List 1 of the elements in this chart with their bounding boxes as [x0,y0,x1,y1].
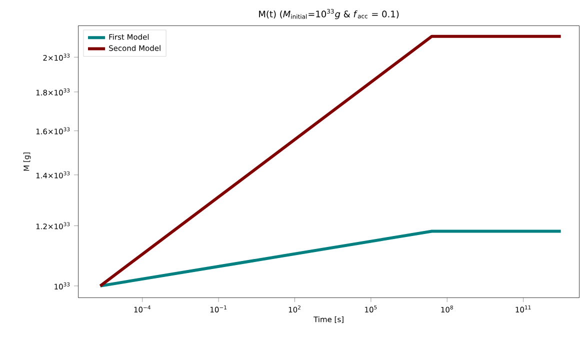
chart-title: M(t) (M$_{initial}$=10$^{33}$g & f$_{acc}$ = 0.1) [259,9,399,20]
